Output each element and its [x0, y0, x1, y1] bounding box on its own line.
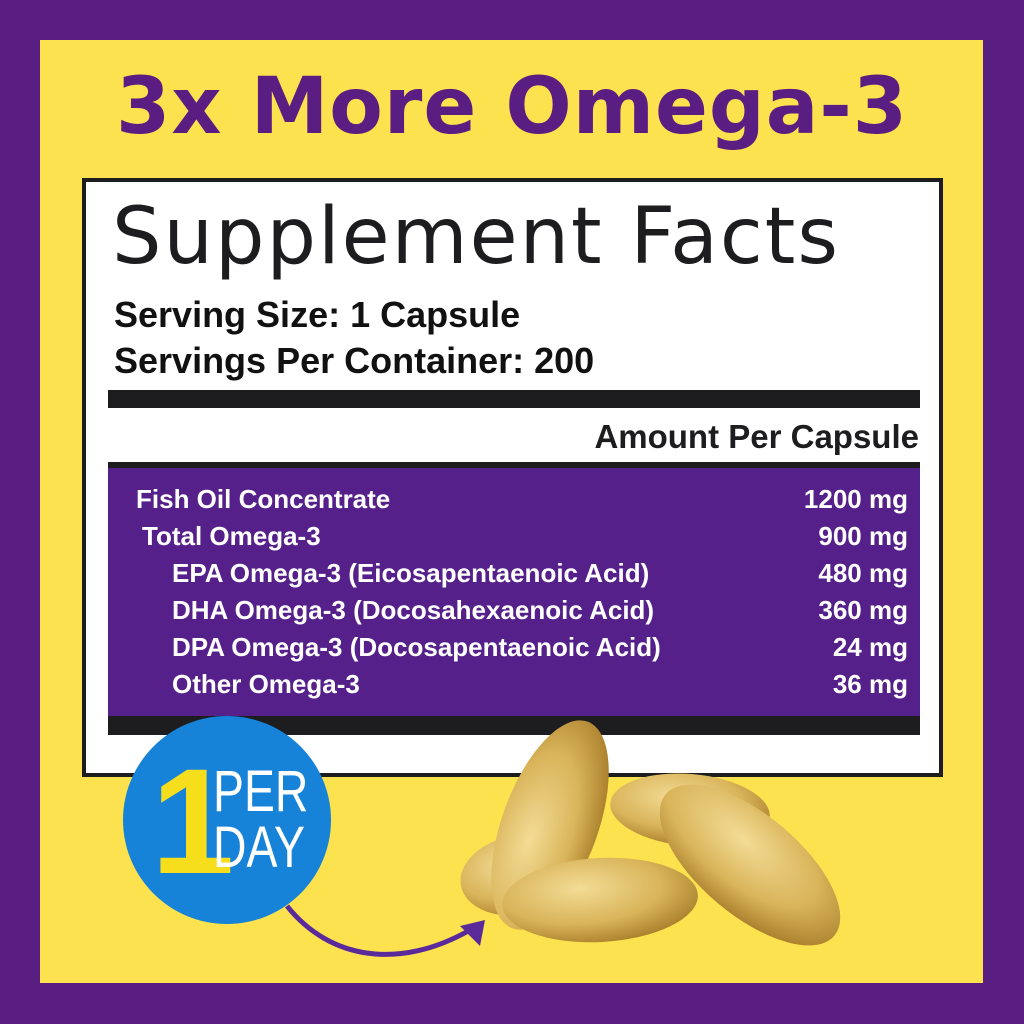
row-value: 480 mg: [818, 558, 908, 588]
row-value: 36 mg: [832, 669, 908, 699]
thick-divider: [108, 390, 920, 408]
one-per-day-badge: 1 PER DAY: [123, 716, 331, 924]
amount-header: Amount Per Capsule: [594, 418, 919, 455]
table-row: Other Omega-3 36 mg: [108, 669, 920, 705]
row-name: Fish Oil Concentrate: [136, 484, 391, 514]
servings-per-container: Servings Per Container: 200: [114, 340, 595, 381]
capsule: [502, 857, 698, 943]
capsule: [491, 720, 609, 930]
arrow-icon: [285, 904, 472, 957]
table-row: Fish Oil Concentrate 1200 mg: [108, 484, 920, 520]
serving-size: Serving Size: 1 Capsule: [114, 294, 521, 335]
bottom-divider: [108, 716, 920, 735]
row-name: DPA Omega-3 (Docosapentaenoic Acid): [172, 632, 661, 662]
badge-line2: DAY: [213, 815, 305, 880]
headline: 3x More Omega-3: [115, 62, 909, 152]
arrow-head-icon: [460, 920, 485, 946]
row-name: Other Omega-3: [172, 669, 360, 699]
row-name: EPA Omega-3 (Eicosapentaenoic Acid): [172, 558, 650, 588]
row-value: 900 mg: [818, 521, 908, 551]
table-row: EPA Omega-3 (Eicosapentaenoic Acid) 480 m…: [108, 558, 920, 594]
nutrient-table: Fish Oil Concentrate 1200 mg Total Omega-…: [108, 468, 920, 716]
badge-number: 1: [151, 737, 235, 905]
table-row: Total Omega-3 900 mg: [108, 521, 920, 557]
row-name: DHA Omega-3 (Docosahexaenoic Acid): [172, 595, 655, 625]
row-value: 24 mg: [832, 632, 908, 662]
row-value: 1200 mg: [803, 484, 908, 514]
table-row: DHA Omega-3 (Docosahexaenoic Acid) 360 mg: [108, 595, 920, 631]
row-value: 360 mg: [818, 595, 908, 625]
supplement-facts-label: Supplement Facts Serving Size: 1 Capsule…: [82, 178, 943, 777]
capsule: [659, 784, 841, 946]
row-name: Total Omega-3: [142, 521, 321, 551]
badge-text: PER DAY: [213, 759, 309, 880]
divider: [108, 462, 920, 468]
label-title: Supplement Facts: [112, 192, 841, 282]
table-row: DPA Omega-3 (Docosapentaenoic Acid) 24 mg: [108, 632, 920, 668]
badge-line1: PER: [213, 759, 309, 824]
